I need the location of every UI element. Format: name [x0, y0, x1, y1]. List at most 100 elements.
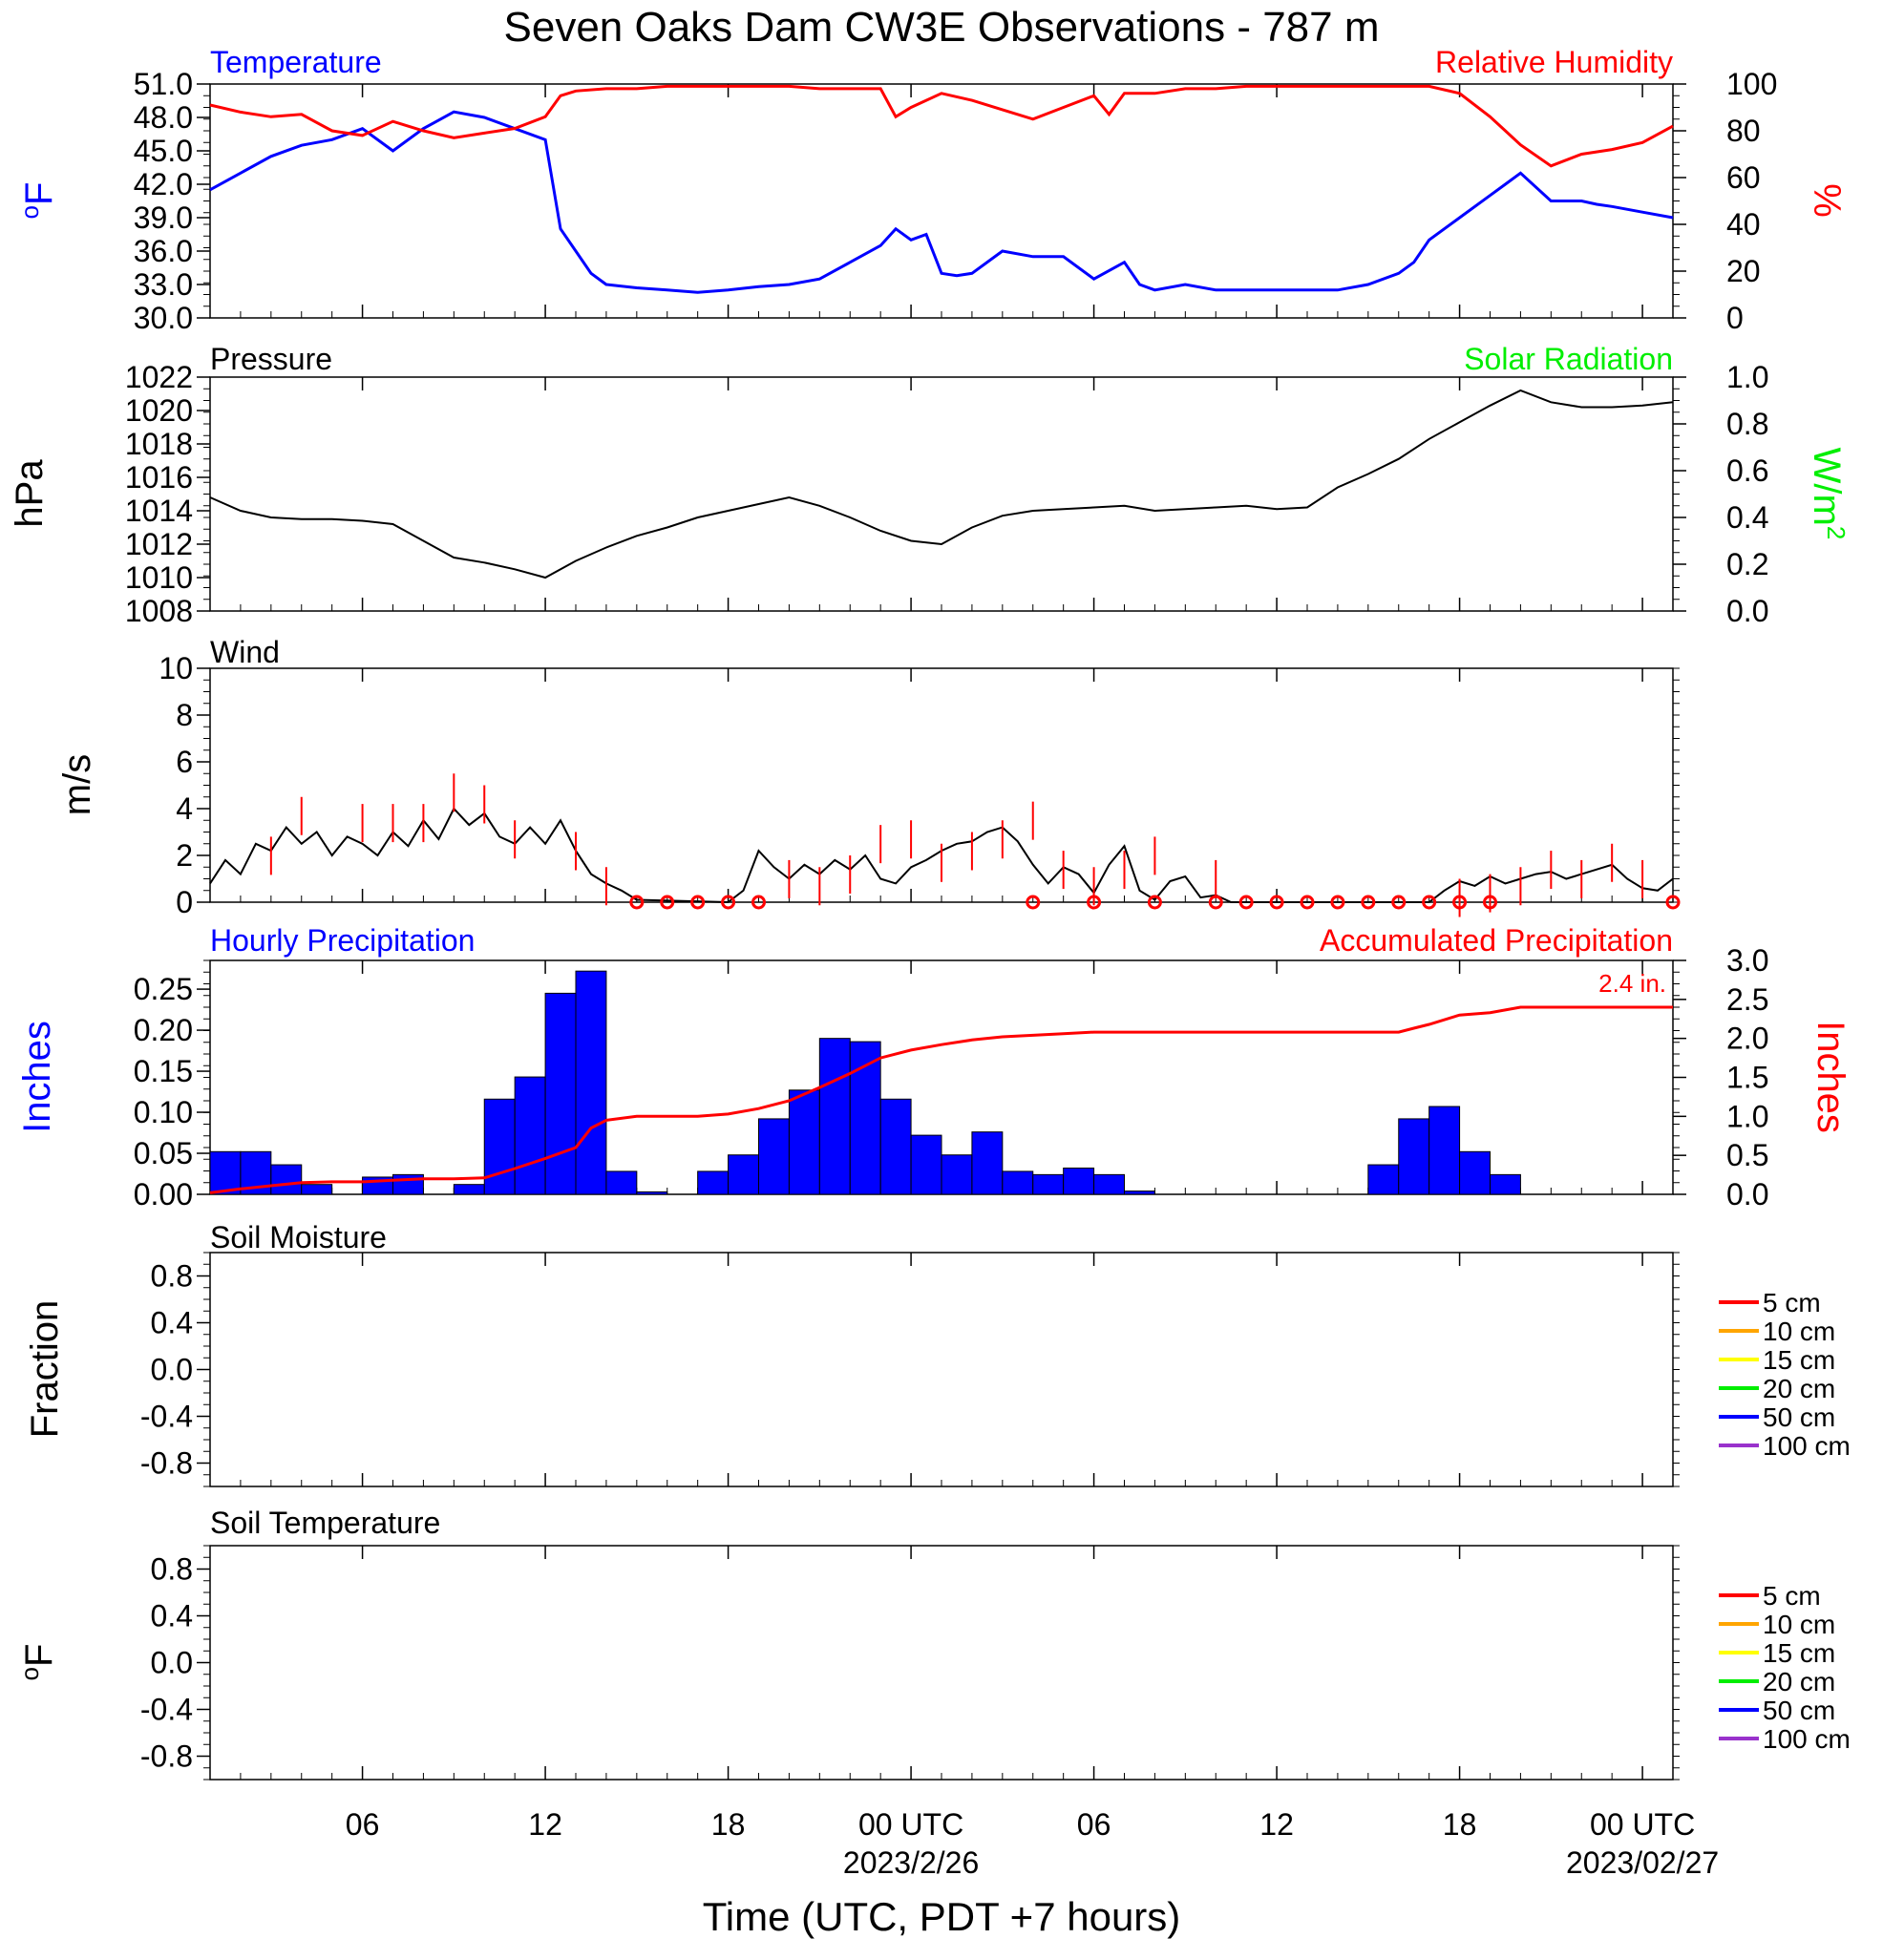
precip-bar [758, 1118, 790, 1195]
y-right-tick-label: 1.5 [1726, 1061, 1768, 1095]
y-tick-label: 1012 [125, 527, 193, 561]
y-right-tick-label: 60 [1726, 160, 1761, 195]
x-tick-label: 18 [711, 1807, 746, 1842]
precip-bar [1124, 1191, 1155, 1195]
precip-bar [910, 1134, 942, 1195]
y-right-tick-label: 0.0 [1726, 1177, 1768, 1212]
calm-wind-marker [1391, 895, 1407, 910]
y-tick-label: 48.0 [134, 100, 193, 135]
y-right-tick-label: 80 [1726, 114, 1761, 148]
legend-entry: 20 cm [1763, 1374, 1835, 1403]
y-right-tick-label: 3.0 [1726, 943, 1768, 978]
y-right-tick-label: 40 [1726, 207, 1761, 242]
pressure-title: Pressure [210, 342, 332, 376]
y-tick-label: 42.0 [134, 167, 193, 201]
y-right-tick-label: 20 [1726, 254, 1761, 288]
x-tick-label: 12 [1259, 1807, 1294, 1842]
precip-bar [636, 1191, 668, 1195]
y-right-tick-label: 0.5 [1726, 1138, 1768, 1172]
calm-wind-marker [1422, 895, 1437, 910]
x-tick-label: 00 UTC [1590, 1807, 1695, 1842]
precip-bar [1032, 1173, 1065, 1195]
precip-bar [1063, 1167, 1095, 1195]
y-right-tick-label: 0.8 [1726, 407, 1768, 441]
precip-bar [728, 1154, 759, 1195]
pressure-series [209, 389, 1674, 580]
soil-temperature-axis-label: oF [15, 1644, 60, 1681]
soil-moisture-title: Soil Moisture [210, 1220, 387, 1254]
calm-wind-marker [660, 895, 675, 910]
precip-bar [301, 1184, 333, 1195]
legend-entry: 15 cm [1763, 1638, 1835, 1668]
legend-entry: 15 cm [1763, 1345, 1835, 1375]
precip-bar [941, 1154, 973, 1195]
precip-bar [514, 1076, 546, 1195]
legend-entry: 100 cm [1763, 1431, 1851, 1461]
precip-bar [971, 1131, 1004, 1195]
precip-bar [544, 992, 577, 1195]
humidity-axis-label: % [1806, 183, 1848, 218]
precip-bar [1093, 1173, 1126, 1195]
precip-bar [697, 1170, 730, 1195]
soil-moisture-axis-label: Fraction [24, 1300, 66, 1439]
y-tick-label: 1018 [125, 427, 193, 461]
pressure-axis-label: hPa [9, 459, 51, 528]
precipitation-axis-ticks: 0.00 0.05 0.10 0.15 0.20 0.25 0.0 0.5 1.0 1.5 2.0 2… [134, 943, 1769, 1212]
series-line-temperature [209, 110, 1674, 294]
precip-bar [575, 970, 607, 1195]
soil-moisture-axis-ticks: -0.8 -0.4 0.0 0.4 0.8 [140, 1252, 1680, 1487]
y-tick-label: 1022 [125, 360, 193, 394]
calm-wind-marker [1665, 895, 1681, 910]
temperature-humidity-panel: 30.033.036.039.042.045.048.051.0 0 20 40 60 8… [15, 45, 1848, 335]
soil-temperature-title: Soil Temperature [210, 1506, 440, 1540]
x-axis-label: Time (UTC, PDT +7 hours) [703, 1894, 1181, 1939]
y-tick-label: 0.05 [134, 1136, 193, 1170]
precip-bar [1490, 1173, 1521, 1195]
x-date-label: 2023/02/27 [1566, 1845, 1719, 1880]
series-line-relative-humidity [209, 84, 1674, 168]
calm-wind-marker [1147, 895, 1162, 910]
calm-wind-marker [1238, 895, 1254, 910]
legend-entry: 100 cm [1763, 1724, 1851, 1754]
legend-entry: 5 cm [1763, 1288, 1821, 1317]
precip-bar [879, 1098, 912, 1195]
y-tick-label: 1008 [125, 594, 193, 628]
y-tick-label: 1020 [125, 393, 193, 428]
calm-wind-marker [690, 895, 706, 910]
y-tick-label: -0.4 [140, 1400, 193, 1434]
soil-moisture-plot-frame [209, 1252, 1674, 1487]
y-right-tick-label: 100 [1726, 67, 1777, 101]
y-tick-label: 0.0 [151, 1646, 193, 1680]
precip-bar [1428, 1106, 1461, 1195]
precip-bar [270, 1164, 303, 1195]
y-tick-label: 33.0 [134, 267, 193, 302]
y-tick-label: -0.8 [140, 1446, 193, 1481]
y-tick-label: 0.8 [151, 1259, 193, 1294]
calm-wind-marker [751, 895, 766, 910]
y-tick-label: 0.10 [134, 1095, 193, 1129]
precip-bar [453, 1184, 485, 1195]
y-right-tick-label: 0.0 [1726, 594, 1768, 628]
y-tick-label: 0.0 [151, 1353, 193, 1387]
series-line-accumulated-precipitation [209, 1005, 1673, 1194]
wind-axis-label: m/s [56, 754, 98, 815]
y-tick-label: 0.15 [134, 1054, 193, 1088]
x-tick-label: 06 [1077, 1807, 1111, 1842]
y-right-tick-label: 0.4 [1726, 500, 1768, 535]
y-tick-label: 0.00 [134, 1177, 193, 1212]
solar-radiation-title: Solar Radiation [1464, 342, 1673, 376]
y-tick-label: 6 [176, 745, 193, 779]
precip-bar [483, 1098, 516, 1195]
calm-wind-marker [1330, 895, 1345, 910]
y-tick-label: 1016 [125, 460, 193, 495]
y-tick-label: 2 [176, 838, 193, 873]
precip-bar [1002, 1170, 1034, 1195]
soil-temperature-plot-frame [209, 1545, 1674, 1781]
x-tick-label: 18 [1443, 1807, 1477, 1842]
x-tick-label: 06 [346, 1807, 380, 1842]
y-right-tick-label: 1.0 [1726, 1099, 1768, 1133]
